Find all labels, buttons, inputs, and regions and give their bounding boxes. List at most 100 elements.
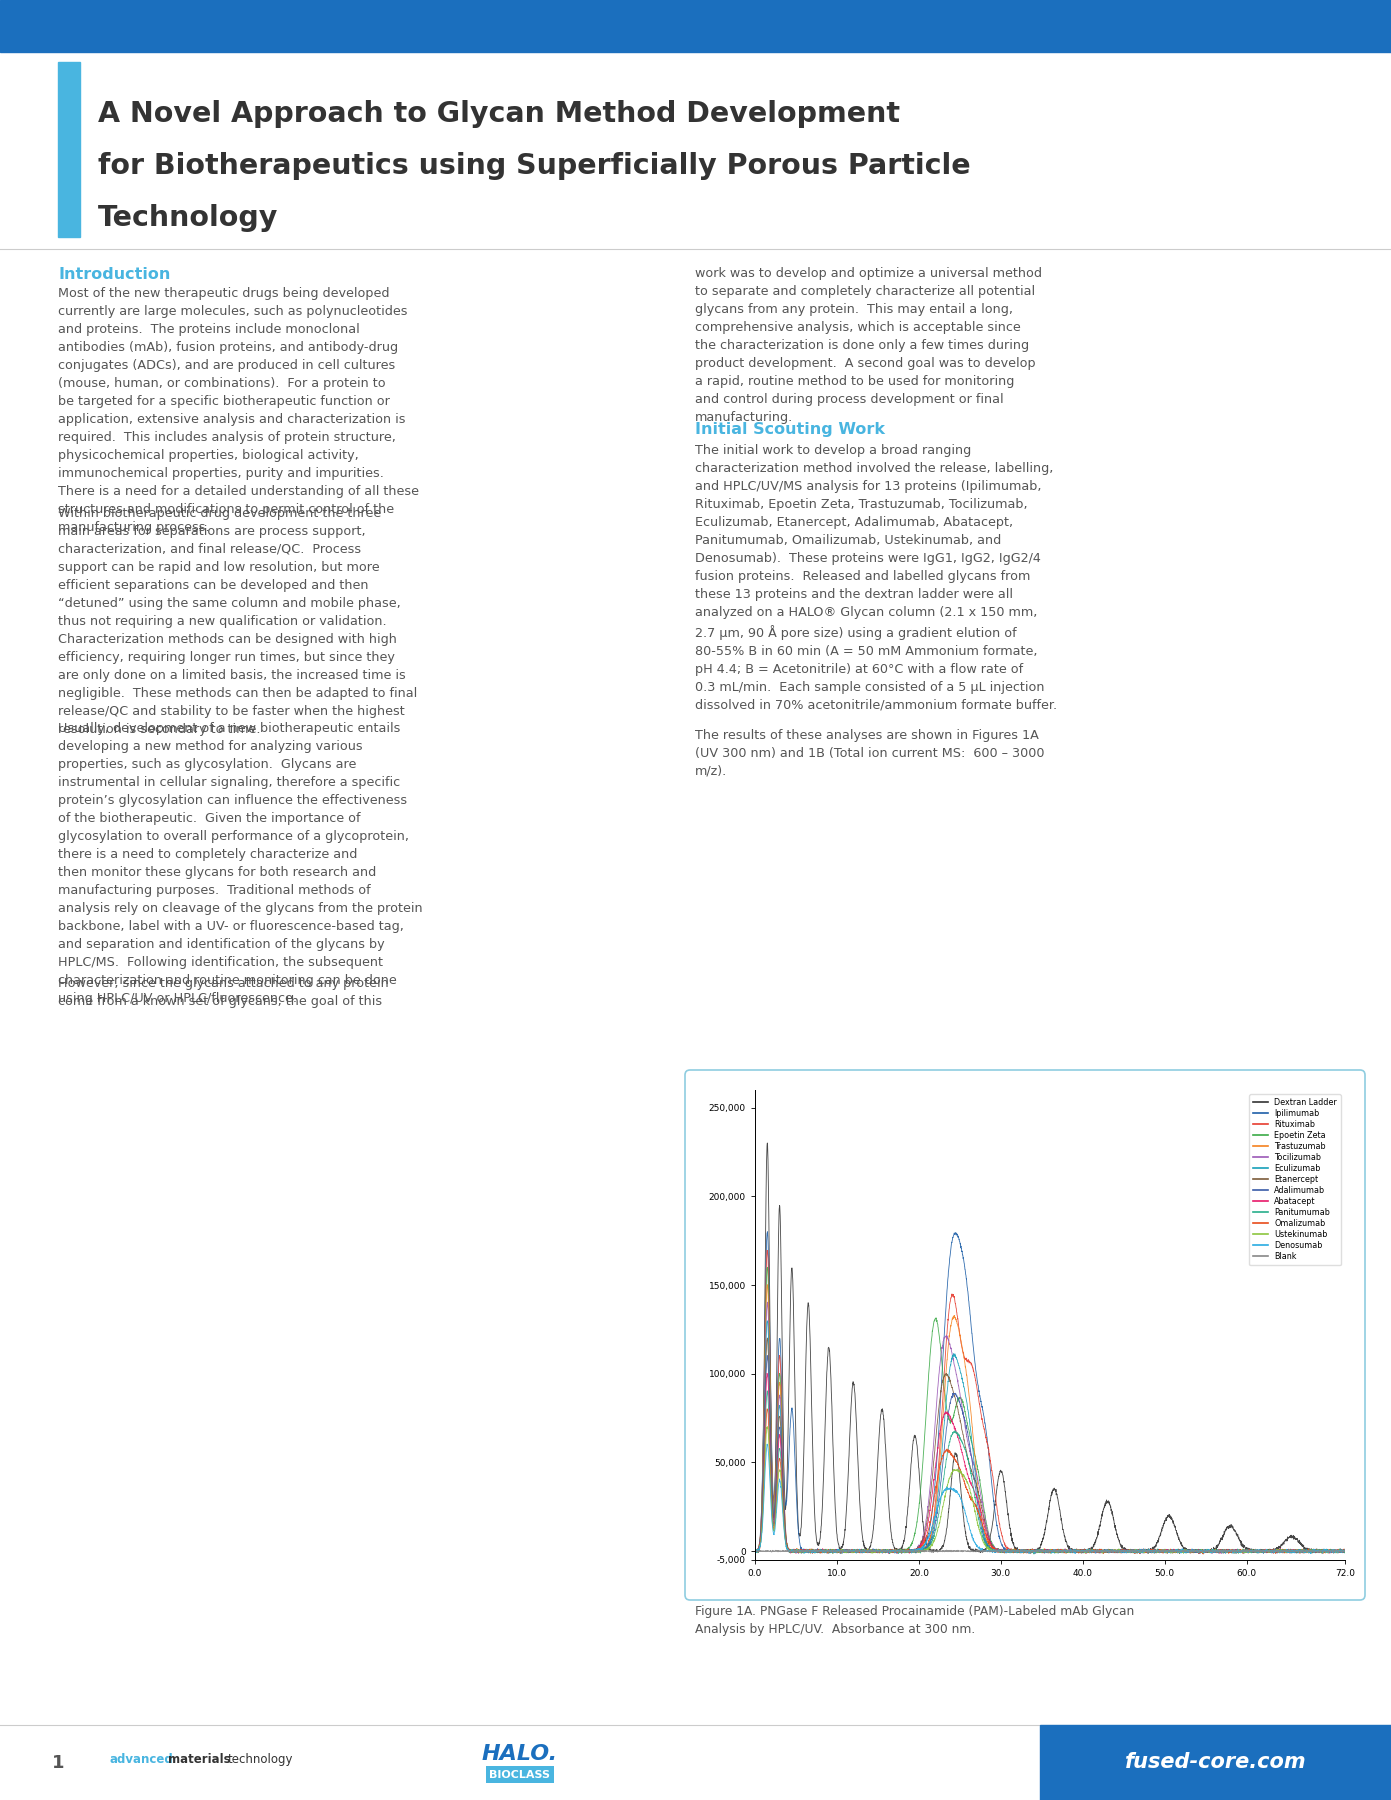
Adalimumab — [759, 1345, 776, 1366]
Abatacept — [1326, 1543, 1342, 1564]
Rituximab — [849, 1541, 865, 1562]
Omalizumab — [1195, 1543, 1212, 1564]
Text: advanced: advanced — [110, 1753, 174, 1766]
Abatacept — [974, 1505, 990, 1526]
Ustekinumab — [1262, 1541, 1278, 1562]
Text: The results of these analyses are shown in Figures 1A
(UV 300 nm) and 1B (Total : The results of these analyses are shown … — [696, 729, 1045, 778]
Blank — [849, 1541, 865, 1562]
Blank — [814, 1541, 830, 1562]
Epoetin Zeta — [1326, 1541, 1342, 1562]
Omalizumab — [999, 1539, 1015, 1561]
Blank — [999, 1541, 1015, 1562]
Panitumumab — [849, 1541, 865, 1562]
Text: 1: 1 — [51, 1753, 64, 1771]
Abatacept — [1262, 1539, 1278, 1561]
Line: Ustekinumab: Ustekinumab — [755, 1427, 1345, 1553]
Dextran Ladder — [814, 1490, 830, 1512]
Epoetin Zeta — [1262, 1541, 1278, 1562]
Dextran Ladder — [974, 1539, 990, 1561]
Ipilimumab — [814, 1541, 830, 1562]
Dextran Ladder — [999, 1496, 1015, 1517]
Denosumab — [999, 1541, 1015, 1562]
Abatacept — [758, 1363, 775, 1384]
Epoetin Zeta — [999, 1541, 1015, 1562]
Adalimumab — [1326, 1541, 1342, 1562]
Bar — [58, 61, 81, 238]
Tocilizumab — [747, 1539, 764, 1561]
Eculizumab — [759, 1310, 776, 1332]
Epoetin Zeta — [1337, 1541, 1353, 1562]
Denosumab — [814, 1543, 830, 1564]
Adalimumab — [1262, 1541, 1278, 1562]
Omalizumab — [814, 1539, 830, 1561]
Blank — [974, 1541, 990, 1562]
Denosumab — [1302, 1543, 1319, 1564]
Text: Most of the new therapeutic drugs being developed
currently are large molecules,: Most of the new therapeutic drugs being … — [58, 286, 419, 535]
Eculizumab — [747, 1541, 764, 1562]
Epoetin Zeta — [747, 1539, 764, 1561]
Line: Abatacept: Abatacept — [755, 1373, 1345, 1553]
Eculizumab — [1262, 1539, 1278, 1561]
Rituximab — [1326, 1539, 1342, 1561]
Omalizumab — [1326, 1539, 1342, 1561]
Line: Denosumab: Denosumab — [755, 1444, 1345, 1553]
Trastuzumab — [747, 1539, 764, 1561]
Abatacept — [814, 1541, 830, 1562]
Etanercept — [849, 1541, 865, 1562]
Ipilimumab — [1171, 1543, 1188, 1564]
Etanercept — [999, 1541, 1015, 1562]
Trastuzumab — [759, 1274, 776, 1296]
Denosumab — [759, 1433, 776, 1454]
Trastuzumab — [999, 1539, 1015, 1561]
Denosumab — [1337, 1541, 1353, 1562]
Ipilimumab — [759, 1220, 776, 1242]
Blank — [1298, 1541, 1314, 1562]
Ustekinumab — [1326, 1541, 1342, 1562]
Tocilizumab — [1262, 1541, 1278, 1562]
Text: Within biotherapeutic drug development the three
main areas for separations are : Within biotherapeutic drug development t… — [58, 508, 417, 736]
Abatacept — [1337, 1541, 1353, 1562]
Line: Ipilimumab: Ipilimumab — [755, 1231, 1345, 1553]
Blank — [1326, 1541, 1342, 1562]
Dextran Ladder — [1191, 1543, 1207, 1564]
Trastuzumab — [1337, 1541, 1353, 1562]
Blank — [1262, 1541, 1278, 1562]
Text: technology: technology — [228, 1753, 294, 1766]
Ipilimumab — [974, 1393, 990, 1415]
Text: Figure 1A. PNGase F Released Procainamide (PAM)-Labeled mAb Glycan
Analysis by H: Figure 1A. PNGase F Released Procainamid… — [696, 1606, 1134, 1636]
Abatacept — [747, 1541, 764, 1562]
Panitumumab — [974, 1523, 990, 1544]
Trastuzumab — [814, 1541, 830, 1562]
Text: work was to develop and optimize a universal method
to separate and completely c: work was to develop and optimize a unive… — [696, 266, 1042, 425]
Panitumumab — [1337, 1541, 1353, 1562]
Ustekinumab — [849, 1541, 865, 1562]
Text: BIOCLASS: BIOCLASS — [490, 1769, 551, 1780]
Denosumab — [974, 1539, 990, 1561]
Etanercept — [747, 1541, 764, 1562]
Text: A Novel Approach to Glycan Method Development: A Novel Approach to Glycan Method Develo… — [97, 101, 900, 128]
Text: HALO.: HALO. — [481, 1744, 558, 1764]
Text: for Biotherapeutics using Superficially Porous Particle: for Biotherapeutics using Superficially … — [97, 151, 971, 180]
Trastuzumab — [1057, 1543, 1074, 1564]
Text: Introduction: Introduction — [58, 266, 170, 283]
Line: Tocilizumab: Tocilizumab — [755, 1301, 1345, 1553]
Etanercept — [1262, 1539, 1278, 1561]
Trastuzumab — [1262, 1541, 1278, 1562]
Tocilizumab — [814, 1541, 830, 1562]
Line: Panitumumab: Panitumumab — [755, 1391, 1345, 1553]
Text: The initial work to develop a broad ranging
characterization method involved the: The initial work to develop a broad rang… — [696, 445, 1057, 713]
Line: Omalizumab: Omalizumab — [755, 1409, 1345, 1553]
Omalizumab — [1262, 1541, 1278, 1562]
Etanercept — [974, 1498, 990, 1519]
Omalizumab — [759, 1399, 776, 1420]
Rituximab — [1262, 1541, 1278, 1562]
Ipilimumab — [1337, 1541, 1353, 1562]
Line: Dextran Ladder: Dextran Ladder — [755, 1143, 1345, 1553]
Denosumab — [1326, 1539, 1342, 1561]
Dextran Ladder — [1337, 1539, 1353, 1561]
Rituximab — [759, 1240, 776, 1262]
Abatacept — [881, 1543, 897, 1564]
Eculizumab — [1337, 1541, 1353, 1562]
Epoetin Zeta — [759, 1256, 776, 1278]
Panitumumab — [999, 1541, 1015, 1562]
